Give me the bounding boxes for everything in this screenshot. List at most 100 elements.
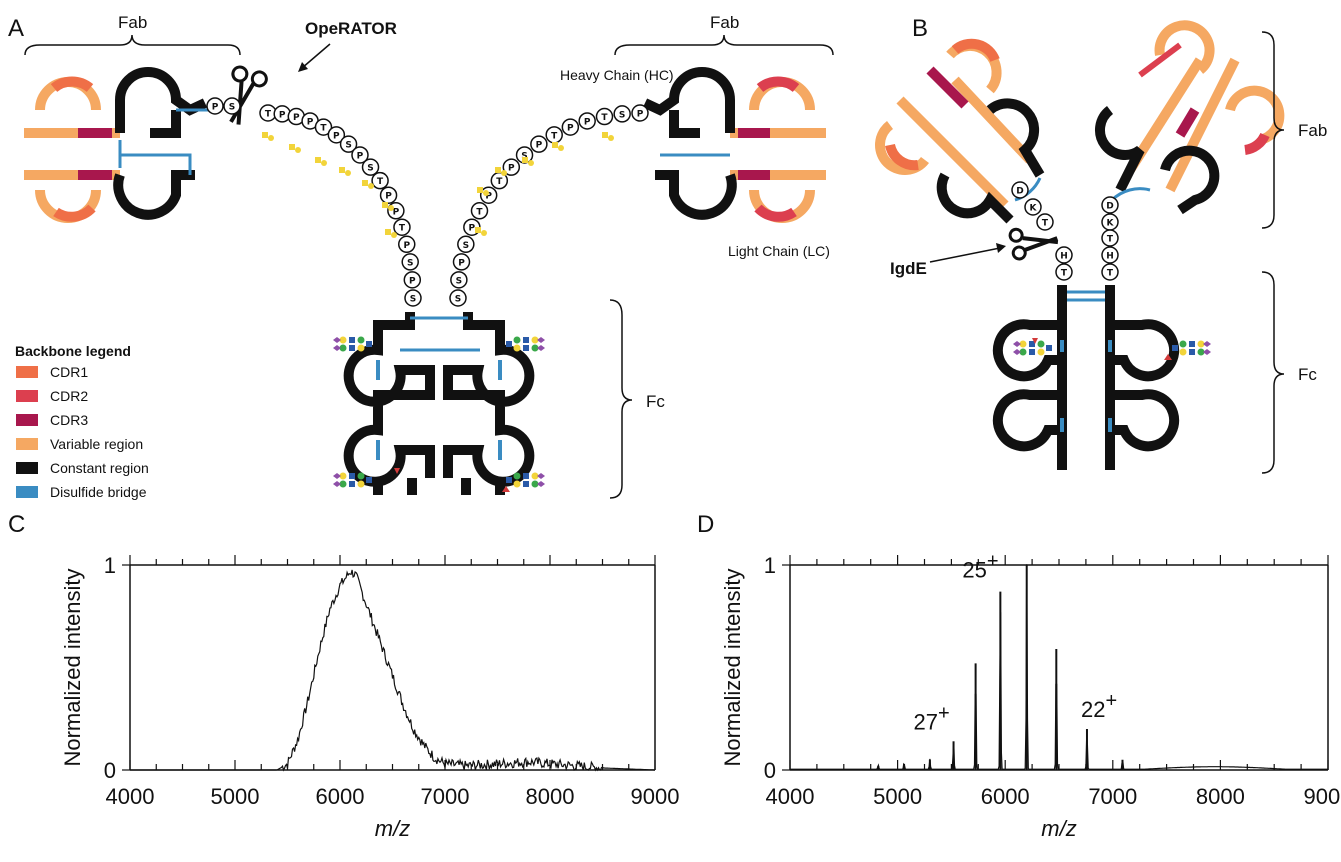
- svg-text:T: T: [476, 207, 483, 217]
- y-tick-label: 0: [764, 758, 776, 783]
- svg-text:D: D: [1016, 187, 1023, 197]
- x-tick-label: 8000: [526, 784, 575, 809]
- svg-text:T: T: [496, 177, 503, 187]
- backbone-legend: Backbone legend CDR1 CDR2 CDR3 Variable reg…: [15, 343, 149, 500]
- hinge-residue: P: [206, 97, 224, 115]
- hinge-residue: T: [259, 104, 277, 122]
- fab-b-brace: [1261, 31, 1285, 229]
- svg-text:S: S: [367, 164, 373, 174]
- svg-text:P: P: [567, 124, 574, 134]
- heavy-chain-label: Heavy Chain (HC): [560, 67, 674, 83]
- fc-b-brace: [1261, 271, 1285, 474]
- x-tick-label: 7000: [1088, 784, 1137, 809]
- svg-text:P: P: [508, 164, 515, 174]
- svg-text:D: D: [1106, 202, 1113, 212]
- hinge-residue: K: [1101, 213, 1119, 231]
- x-tick-label: 6000: [316, 784, 365, 809]
- chart-d: 4000 5000 6000 7000 8000 9000 0 1 m/z Normalized …: [720, 551, 1341, 841]
- light-chain-label: Light Chain (LC): [728, 243, 830, 259]
- x-tick-label: 8000: [1196, 784, 1245, 809]
- x-tick-label: 4000: [106, 784, 155, 809]
- svg-text:T: T: [551, 131, 558, 141]
- svg-text:P: P: [485, 192, 492, 202]
- hinge-residue: S: [339, 135, 358, 153]
- svg-text:S: S: [229, 103, 235, 113]
- fab-right-brace: [614, 34, 834, 56]
- svg-text:P: P: [333, 131, 340, 141]
- legend-swatch: [16, 366, 38, 378]
- scissors-icon: [229, 65, 268, 125]
- hinge-residue: S: [401, 253, 419, 271]
- fc-a-label: Fc: [646, 392, 665, 411]
- legend-item-label: CDR2: [50, 388, 88, 404]
- svg-text:P: P: [293, 113, 300, 123]
- hinge-residue: P: [502, 158, 521, 176]
- hinge-residue: P: [403, 271, 422, 289]
- fc-b-domains: [992, 285, 1211, 470]
- svg-text:P: P: [403, 241, 410, 251]
- svg-text:P: P: [393, 207, 400, 217]
- panel-c-letter: C: [8, 511, 25, 538]
- legend-item-label: Variable region: [50, 436, 143, 452]
- svg-text:P: P: [469, 224, 476, 234]
- y-axis-label: Normalized intensity: [720, 568, 745, 766]
- y-tick-label: 1: [104, 553, 116, 578]
- x-tick-label: 9000: [631, 784, 680, 809]
- chart-c: 4000 5000 6000 7000 8000 9000 0 1 m/z Normalized …: [60, 553, 679, 841]
- svg-text:P: P: [409, 276, 416, 286]
- o-glycans-a: [262, 132, 614, 238]
- svg-text:T: T: [1042, 219, 1049, 229]
- hinge-residue: K: [1024, 198, 1042, 216]
- x-axis-label: m/z: [1041, 816, 1076, 841]
- x-tick-label: 4000: [766, 784, 815, 809]
- fc-a-domains: [333, 312, 545, 495]
- hinge-residue: S: [223, 97, 241, 115]
- igde-arrow: [929, 247, 1001, 263]
- svg-text:T: T: [1107, 235, 1114, 245]
- svg-text:P: P: [212, 103, 219, 113]
- svg-text:T: T: [320, 124, 327, 134]
- igde-arrowhead: [996, 243, 1006, 253]
- hinge-residue: P: [379, 186, 398, 204]
- y-tick-label: 0: [104, 758, 116, 783]
- svg-text:P: P: [584, 117, 591, 127]
- hinge-residue: P: [351, 146, 369, 164]
- hinge-residue: P: [561, 118, 580, 136]
- operator-arrowhead: [298, 62, 308, 72]
- x-tick-label: 9000: [1304, 784, 1341, 809]
- svg-text:S: S: [410, 295, 416, 305]
- x-tick-label: 6000: [981, 784, 1030, 809]
- svg-text:T: T: [601, 113, 608, 123]
- spectrum-trace: [790, 564, 1328, 770]
- legend-item-label: CDR1: [50, 364, 88, 380]
- svg-text:S: S: [456, 276, 462, 286]
- svg-text:S: S: [455, 295, 461, 305]
- hinge-residue: T: [1101, 229, 1119, 247]
- svg-text:P: P: [637, 110, 644, 120]
- hinge-residue: H: [1101, 246, 1119, 264]
- operator-arrow: [301, 43, 331, 69]
- hinge-residue: P: [578, 112, 596, 130]
- fab-left-label: Fab: [118, 13, 147, 32]
- hinge-residue: P: [452, 253, 471, 271]
- hinge-residue: T: [1036, 213, 1054, 231]
- fc-b-label: Fc: [1298, 365, 1317, 384]
- igde-label: IgdE: [890, 259, 927, 278]
- hinge-residue: T: [1055, 263, 1073, 281]
- svg-text:T: T: [265, 110, 272, 120]
- hinge-residue: S: [457, 235, 475, 254]
- svg-text:P: P: [385, 192, 392, 202]
- svg-text:K: K: [1030, 204, 1038, 214]
- svg-text:P: P: [536, 141, 543, 151]
- x-tick-label: 7000: [421, 784, 470, 809]
- operator-label: OpeRATOR: [305, 19, 397, 38]
- svg-text:S: S: [345, 141, 351, 151]
- hinge-residue: P: [479, 186, 498, 204]
- hinge-residue: S: [361, 158, 380, 176]
- svg-text:K: K: [1107, 219, 1115, 229]
- panel-a: A Fab Fab OpeRATOR: [8, 13, 834, 499]
- hinge-residue: T: [595, 107, 614, 126]
- hinge-residue: H: [1055, 246, 1073, 264]
